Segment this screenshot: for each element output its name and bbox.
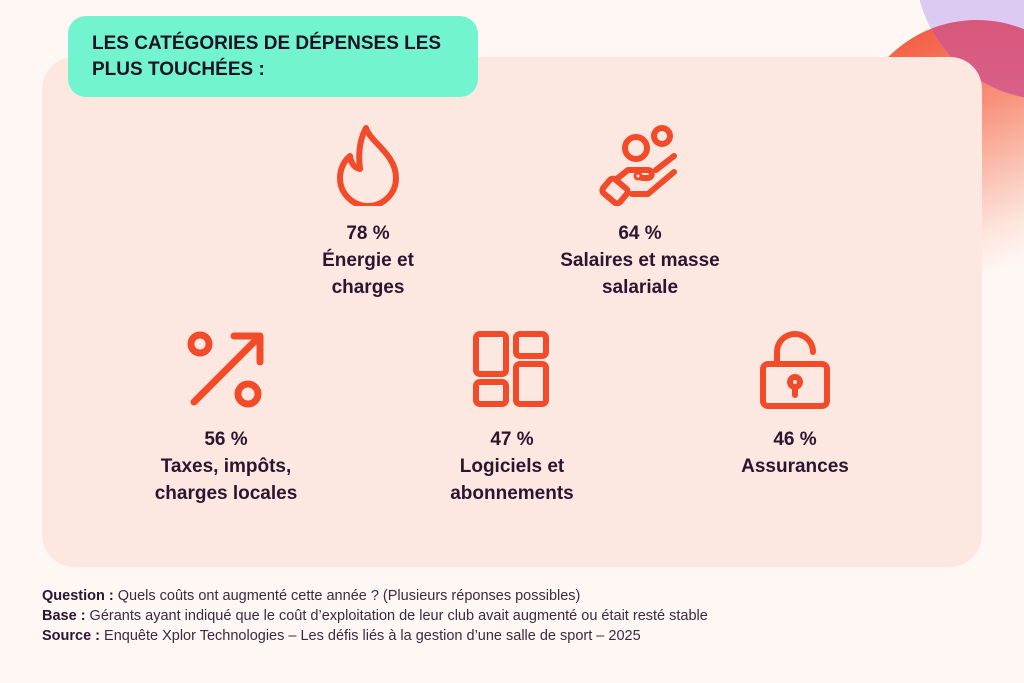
- label: salariale: [601, 277, 679, 298]
- percent: 47 %: [490, 429, 534, 450]
- label: Taxes, impôts,: [160, 456, 292, 477]
- category-software: 47 % Logiciels et abonnements: [382, 328, 642, 507]
- footnote-base: Base : Gérants ayant indiqué que le coût…: [42, 608, 708, 624]
- content-card: [42, 57, 982, 567]
- category-insurance: 46 % Assurances: [665, 328, 925, 480]
- label: Énergie et: [322, 250, 414, 271]
- percent: 46 %: [773, 429, 817, 450]
- unlocked-padlock-icon: [760, 331, 830, 409]
- footnote-source: Source : Enquête Xplor Technologies – Le…: [42, 628, 641, 644]
- decorative-overlap: [915, 20, 1024, 100]
- dashboard-grid-icon: [473, 331, 549, 407]
- label: charges locales: [154, 483, 298, 504]
- page-title: LES CATÉGORIES DE DÉPENSES LES PLUS TOUC…: [68, 16, 478, 97]
- category-energy: 78 % Énergie et charges: [238, 122, 498, 301]
- percent: 56 %: [204, 429, 248, 450]
- footnotes: Question : Quels coûts ont augmenté cett…: [42, 586, 982, 646]
- category-taxes: 56 % Taxes, impôts, charges locales: [96, 328, 356, 507]
- hand-coins-icon: [599, 125, 677, 206]
- label: Assurances: [741, 456, 849, 477]
- flame-icon: [337, 125, 399, 206]
- label: charges: [331, 277, 405, 298]
- label: Logiciels et: [459, 456, 565, 477]
- percent-arrow-icon: [187, 331, 264, 408]
- footnote-question: Question : Quels coûts ont augmenté cett…: [42, 588, 581, 604]
- label: abonnements: [450, 483, 574, 504]
- percent: 78 %: [346, 223, 390, 244]
- percent: 64 %: [618, 223, 662, 244]
- category-salaries: 64 % Salaires et masse salariale: [510, 122, 770, 301]
- label: Salaires et masse: [560, 250, 720, 271]
